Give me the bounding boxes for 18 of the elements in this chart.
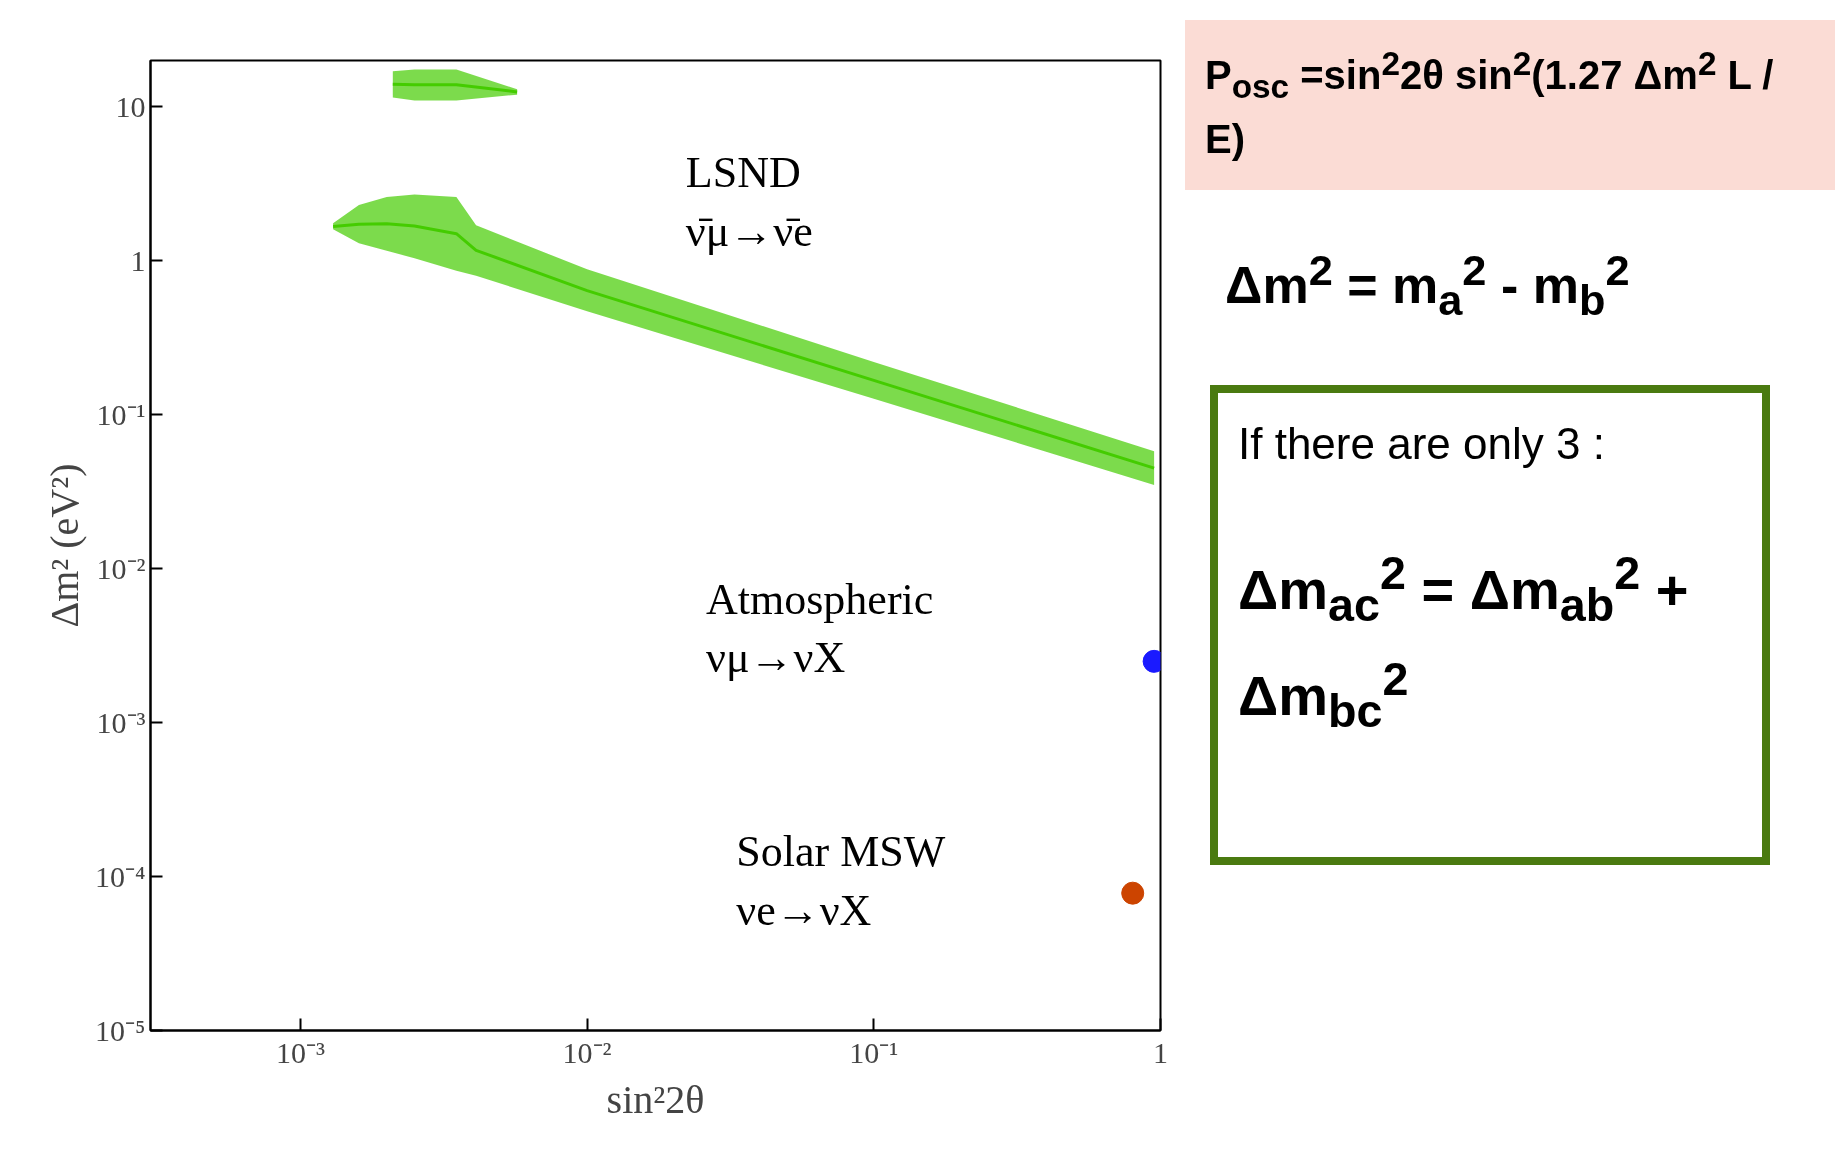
y-tick-label: 1 — [130, 244, 146, 278]
y-axis-title: Δm² (eV²) — [42, 463, 88, 628]
y-tick-label: 10⁻³ — [96, 706, 146, 740]
y-tick-label: 10⁻² — [96, 552, 146, 586]
annotation: LSND ν̄μ→ν̄e — [685, 147, 813, 256]
text: P$_{osc}$ =sin$^{2}$2θ sin$^{2}$(1.27 Δm$^{2}$ L / E) — [1205, 45, 1774, 161]
annotation: Solar MSW νe→νX — [736, 826, 946, 935]
y-tick-label: 10⁻⁵ — [95, 1014, 146, 1047]
y-tick-label: 10⁻⁴ — [95, 860, 146, 894]
x-tick-label: 1 — [1153, 1035, 1168, 1069]
y-tick-label: 10⁻¹ — [96, 398, 146, 432]
y-tick-label: 10 — [115, 90, 146, 124]
text: If there are only 3 : — [1238, 418, 1606, 470]
x-tick-label: 10⁻¹ — [849, 1035, 899, 1069]
annotation: Atmospheric νμ→νX — [706, 574, 934, 683]
x-tick-label: 10⁻² — [562, 1035, 612, 1069]
x-axis-title: sin²2θ — [606, 1076, 705, 1122]
x-tick-label: 10⁻³ — [275, 1035, 325, 1069]
